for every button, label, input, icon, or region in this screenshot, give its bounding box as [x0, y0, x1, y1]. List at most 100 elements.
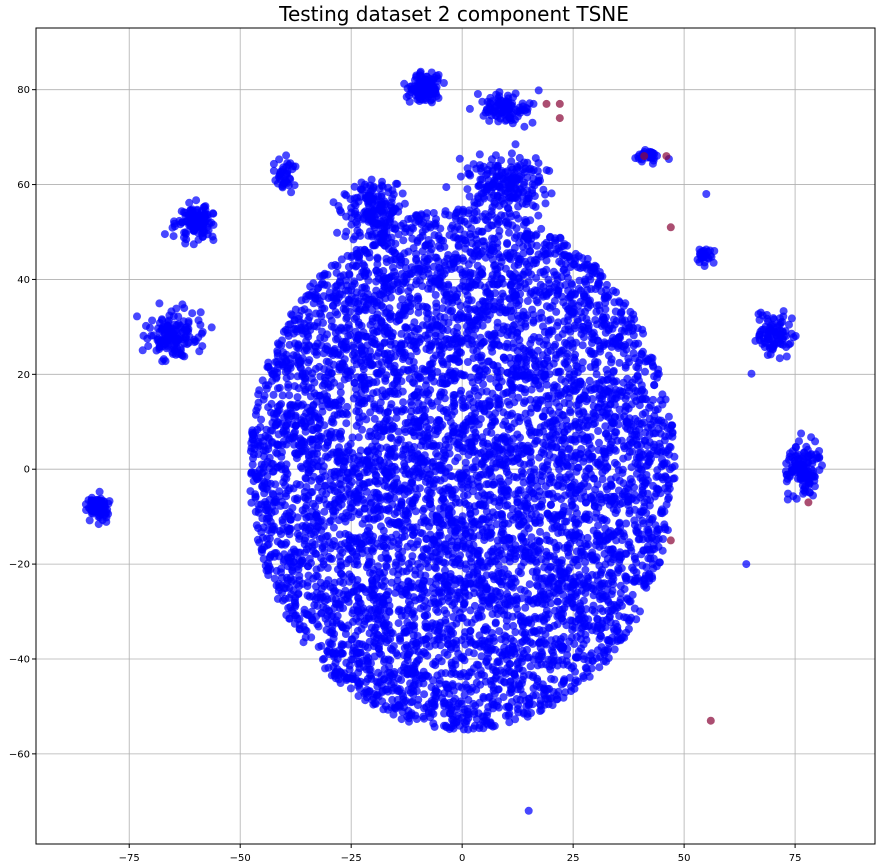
scatter-point-blue: [456, 172, 465, 181]
scatter-point-blue: [796, 468, 805, 477]
scatter-point-blue: [350, 199, 359, 208]
scatter-point-blue: [87, 496, 96, 505]
scatter-point-blue: [523, 197, 531, 206]
scatter-point-blue: [290, 181, 299, 190]
scatter-point-blue: [148, 316, 157, 325]
scatter-point-blue: [529, 99, 538, 108]
scatter-point-blue: [365, 191, 374, 200]
scatter-point-blue: [188, 309, 197, 318]
scatter-point-blue: [765, 324, 774, 333]
scatter-point-blue: [133, 312, 141, 321]
scatter-point-blue: [367, 175, 376, 184]
scatter-point-blue: [439, 79, 448, 87]
scatter-point-blue: [778, 318, 787, 326]
scatter-point-blue: [588, 395, 597, 403]
scatter-point-blue: [595, 438, 603, 447]
scatter-point-blue: [553, 597, 562, 606]
scatter-point-blue: [434, 607, 442, 616]
scatter-point-blue: [803, 459, 812, 468]
scatter-point-blue: [442, 183, 451, 192]
scatter-point-blue: [256, 423, 265, 432]
scatter-point-blue: [482, 105, 491, 114]
scatter-point-blue: [293, 494, 302, 503]
scatter-point-blue: [357, 178, 366, 187]
scatter-point-blue: [85, 516, 94, 525]
scatter-point-blue: [756, 308, 765, 317]
scatter-point-blue: [531, 154, 540, 163]
scatter-point-blue: [458, 614, 467, 623]
scatter-point-blue: [305, 554, 314, 563]
scatter-point-blue: [336, 388, 345, 397]
scatter-point-blue: [467, 224, 476, 233]
scatter-point-blue: [709, 258, 718, 267]
scatter-point-blue: [198, 328, 207, 336]
scatter-point-blue: [460, 592, 469, 601]
scatter-point-blue: [542, 380, 551, 389]
scatter-point-blue: [631, 154, 640, 163]
scatter-point-blue: [791, 442, 800, 451]
scatter-point-blue: [278, 391, 287, 400]
scatter-point-blue: [415, 71, 424, 80]
scatter-point-blue: [195, 347, 204, 356]
scatter-point-blue: [760, 343, 769, 352]
scatter-point-blue: [755, 315, 764, 324]
scatter-point-blue: [369, 221, 378, 230]
scatter-point-blue: [505, 113, 514, 122]
scatter-point-blue: [169, 232, 178, 241]
scatter-point-blue: [529, 201, 537, 210]
scatter-point-blue: [465, 170, 474, 178]
scatter-point-blue: [196, 308, 205, 317]
scatter-point-blue: [398, 387, 407, 396]
scatter-point-blue: [429, 209, 438, 217]
scatter-point-blue: [473, 90, 482, 98]
scatter-point-blue: [548, 302, 557, 310]
scatter-point-blue: [782, 352, 791, 361]
scatter-point-blue: [342, 191, 350, 200]
scatter-point-blue: [174, 312, 183, 321]
scatter-point-blue: [488, 413, 497, 422]
scatter-point-blue: [768, 344, 777, 353]
scatter-point-blue: [178, 351, 187, 360]
scatter-point-blue: [355, 228, 364, 237]
scatter-point-blue: [560, 544, 569, 552]
scatter-point-blue: [493, 318, 502, 327]
scatter-point-blue: [88, 507, 97, 516]
scatter-point-blue: [815, 453, 824, 462]
scatter-point-blue: [477, 351, 486, 360]
scatter-point-blue: [420, 690, 429, 699]
scatter-point-blue: [785, 320, 793, 329]
scatter-point-blue: [648, 159, 657, 168]
scatter-point-blue: [196, 320, 205, 329]
scatter-point-blue: [520, 122, 529, 131]
scatter-point-blue: [775, 339, 784, 347]
scatter-point-blue: [612, 288, 620, 297]
scatter-point-blue: [784, 489, 792, 498]
scatter-point-blue: [146, 323, 154, 332]
chart-title: Testing dataset 2 component TSNE: [278, 2, 629, 26]
scatter-point-blue: [610, 645, 619, 654]
scatter-point-blue: [252, 521, 261, 530]
scatter-point-blue: [184, 325, 193, 333]
scatter-point-blue: [185, 198, 194, 207]
scatter-point-blue: [475, 150, 484, 159]
scatter-point-blue: [704, 247, 713, 256]
scatter-point-blue: [421, 381, 430, 390]
scatter-point-blue: [764, 335, 772, 344]
scatter-point-blue: [615, 358, 624, 367]
scatter-point-blue: [637, 349, 646, 358]
scatter-point-blue: [159, 355, 168, 364]
scatter-point-blue: [747, 369, 756, 378]
scatter-point-blue: [390, 204, 399, 213]
scatter-point-blue: [463, 185, 472, 194]
scatter-point-blue: [303, 582, 312, 591]
scatter-point-blue: [398, 295, 407, 304]
scatter-point-blue: [180, 228, 189, 237]
scatter-point-blue: [650, 380, 659, 389]
scatter-point-blue: [487, 111, 496, 120]
scatter-point-blue: [207, 323, 216, 332]
scatter-point-blue: [459, 277, 468, 286]
scatter-point-blue: [420, 365, 429, 374]
scatter-point-blue: [424, 563, 433, 572]
scatter-point-blue: [465, 104, 474, 113]
